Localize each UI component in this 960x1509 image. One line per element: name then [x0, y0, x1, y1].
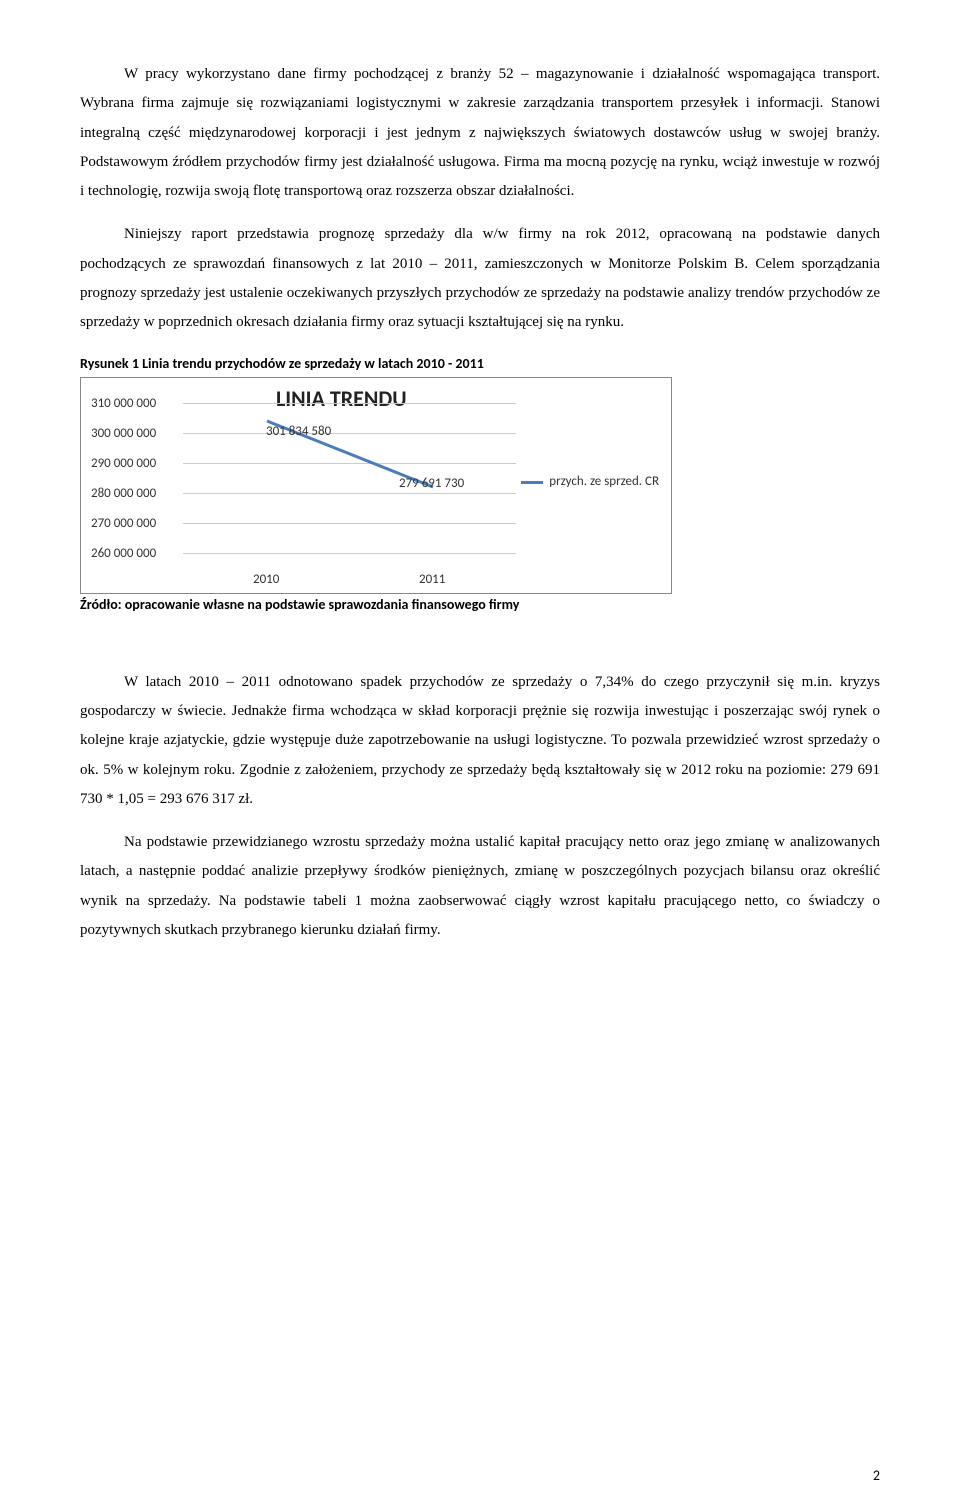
y-tick-1: 300 000 000 — [91, 426, 156, 442]
paragraph-3: W latach 2010 – 2011 odnotowano spadek p… — [80, 668, 880, 814]
x-tick-0: 2010 — [253, 572, 279, 588]
paragraph-1: W pracy wykorzystano dane firmy pochodzą… — [80, 60, 880, 206]
figure-caption: Rysunek 1 Linia trendu przychodów ze spr… — [80, 355, 880, 373]
x-tick-1: 2011 — [419, 572, 445, 588]
data-label-1: 279 691 730 — [399, 476, 464, 492]
y-tick-5: 260 000 000 — [91, 546, 156, 562]
page-number: 2 — [873, 1462, 880, 1489]
paragraph-2: Niniejszy raport przedstawia prognozę sp… — [80, 220, 880, 337]
y-tick-2: 290 000 000 — [91, 456, 156, 472]
paragraph-4: Na podstawie przewidzianego wzrostu sprz… — [80, 828, 880, 945]
trend-chart: LINIA TRENDU 310 000 000 300 000 000 290… — [80, 377, 672, 594]
figure-source: Źródło: opracowanie własne na podstawie … — [80, 596, 880, 614]
y-tick-3: 280 000 000 — [91, 486, 156, 502]
y-tick-0: 310 000 000 — [91, 396, 156, 412]
y-tick-4: 270 000 000 — [91, 516, 156, 532]
chart-line — [183, 378, 516, 558]
legend-line-icon — [521, 481, 543, 484]
chart-legend: przych. ze sprzed. CR — [521, 474, 659, 490]
legend-label: przych. ze sprzed. CR — [549, 474, 659, 490]
data-label-0: 301 834 580 — [266, 424, 331, 440]
